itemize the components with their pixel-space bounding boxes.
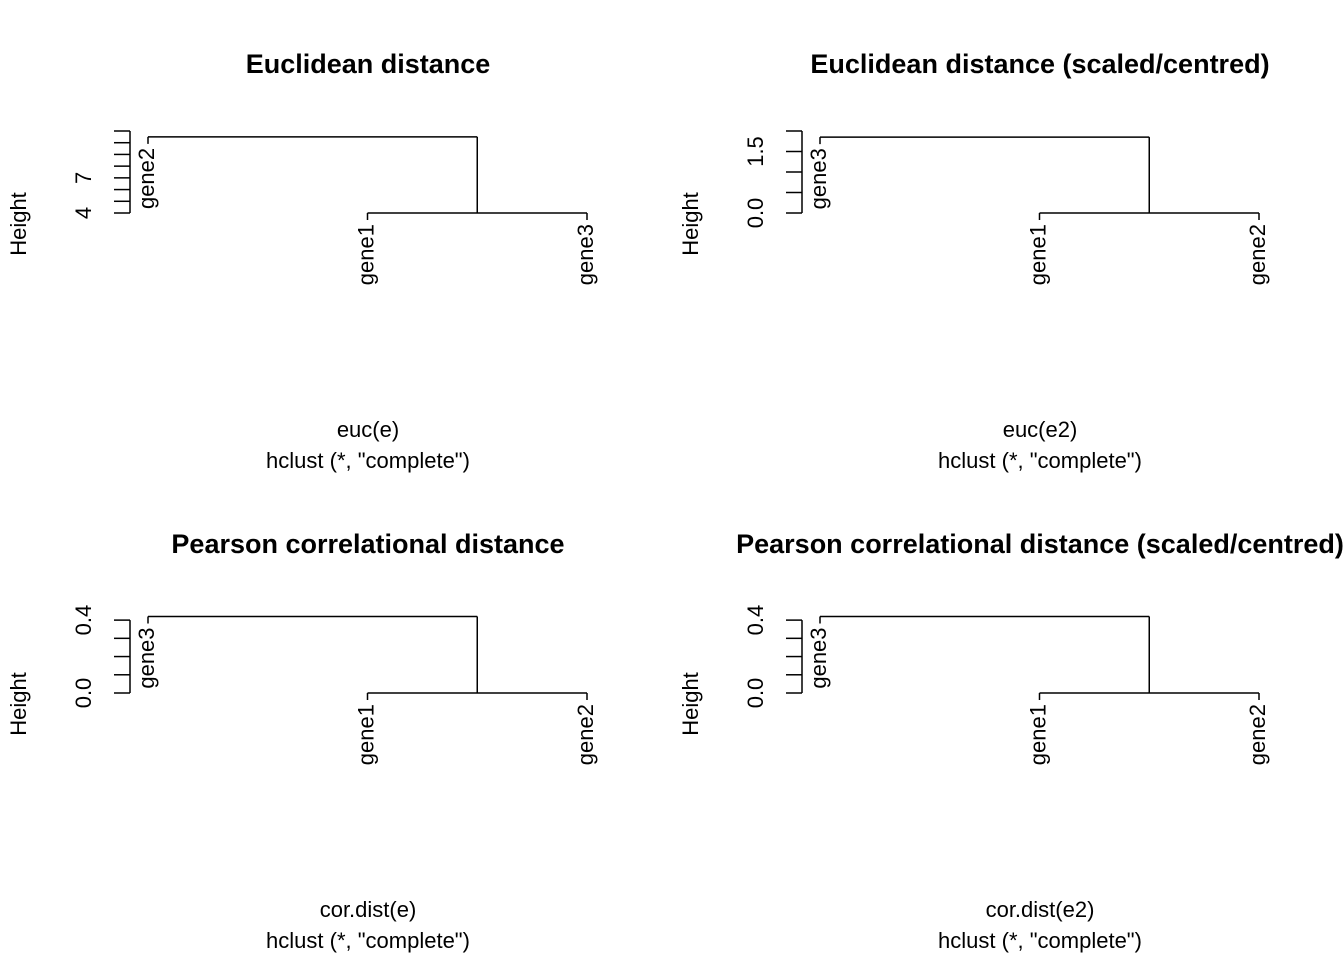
chart-title: Pearson correlational distance (scaled/c… — [736, 529, 1344, 559]
merge — [147, 136, 478, 213]
y-tick-label: 1.5 — [743, 136, 768, 167]
y-axis-label: Height — [678, 672, 703, 736]
panel: Euclidean distance (scaled/centred) euc(e… — [678, 49, 1270, 473]
leaf-label: gene2 — [1245, 224, 1270, 285]
merge — [147, 615, 478, 693]
merge — [366, 692, 588, 700]
x-axis-label: cor.dist(e) — [320, 897, 417, 922]
leaf-label: gene2 — [1245, 704, 1270, 765]
merge — [819, 615, 1150, 693]
y-axis-label: Height — [6, 192, 31, 256]
leaf-label: gene3 — [134, 627, 159, 688]
x-axis-label: cor.dist(e2) — [986, 897, 1095, 922]
leaf-label: gene3 — [806, 148, 831, 209]
x-axis-label: euc(e2) — [1003, 417, 1078, 442]
subtitle: hclust (*, "complete") — [266, 928, 470, 953]
y-axis-label: Height — [678, 192, 703, 256]
subtitle: hclust (*, "complete") — [938, 448, 1142, 473]
merge — [1038, 212, 1260, 220]
chart-title: Euclidean distance (scaled/centred) — [810, 49, 1269, 79]
leaf-label: gene1 — [1025, 224, 1050, 285]
leaf-label: gene1 — [353, 704, 378, 765]
merge — [819, 136, 1150, 213]
y-tick-label: 0.4 — [743, 605, 768, 636]
merge — [366, 212, 588, 220]
subtitle: hclust (*, "complete") — [266, 448, 470, 473]
leaf-label: gene2 — [134, 148, 159, 209]
x-axis-label: euc(e) — [337, 417, 399, 442]
panel: Pearson correlational distance cor.dist(e… — [6, 529, 598, 953]
leaf-label: gene3 — [806, 627, 831, 688]
leaf-label: gene1 — [353, 224, 378, 285]
merge — [1038, 692, 1260, 700]
leaf-label: gene1 — [1025, 704, 1050, 765]
y-axis-label: Height — [6, 672, 31, 736]
y-tick-label: 0.0 — [743, 198, 768, 229]
panel: Euclidean distance euc(e) hclust (*, "comp… — [6, 49, 598, 473]
leaf-label: gene3 — [573, 224, 598, 285]
y-tick-label: 0.0 — [743, 678, 768, 709]
chart-title: Euclidean distance — [246, 49, 491, 79]
subtitle: hclust (*, "complete") — [938, 928, 1142, 953]
leaf-label: gene2 — [573, 704, 598, 765]
y-tick-label: 4 — [71, 207, 96, 219]
panel: Pearson correlational distance (scaled/c… — [678, 529, 1344, 953]
y-tick-label: 0.0 — [71, 678, 96, 709]
y-tick-label: 7 — [71, 172, 96, 184]
y-tick-label: 0.4 — [71, 605, 96, 636]
chart-title: Pearson correlational distance — [171, 529, 564, 559]
